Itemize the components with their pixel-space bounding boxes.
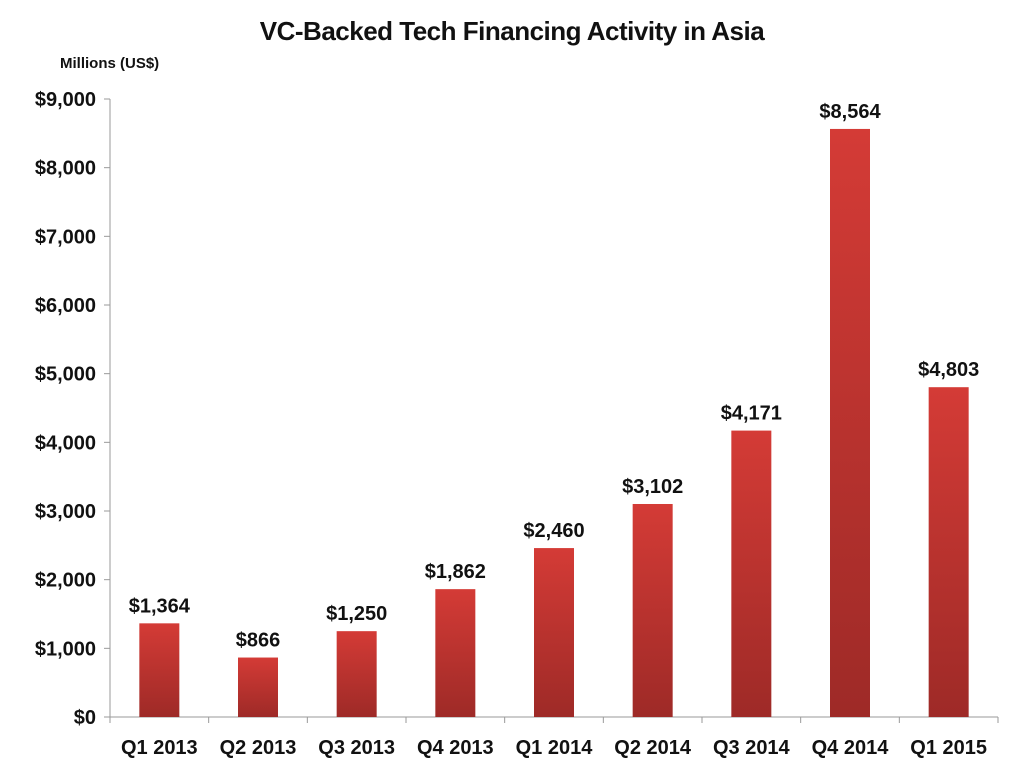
y-tick-label: $8,000 bbox=[35, 158, 96, 180]
y-tick-label: $0 bbox=[74, 707, 96, 729]
x-tick-label: Q1 2015 bbox=[910, 737, 987, 759]
data-label: $1,250 bbox=[326, 603, 387, 625]
y-tick-label: $2,000 bbox=[35, 570, 96, 592]
x-tick-label: Q2 2013 bbox=[220, 737, 297, 759]
x-axis: Q1 2013 Q2 2013 Q3 2013 Q4 2013 Q1 2014 Q2 20… bbox=[109, 716, 999, 759]
x-tick-label: Q1 2014 bbox=[516, 737, 594, 759]
x-tick-label: Q2 2014 bbox=[614, 737, 692, 759]
y-tick-label: $3,000 bbox=[35, 501, 96, 523]
y-tick-label: $7,000 bbox=[35, 226, 96, 248]
y-tick-label: $1,000 bbox=[35, 638, 96, 660]
data-label: $4,171 bbox=[721, 403, 782, 425]
x-tick-label: Q3 2013 bbox=[318, 737, 395, 759]
bar bbox=[830, 128, 870, 717]
unit-label: Millions (US$) bbox=[60, 55, 159, 72]
data-label: $4,803 bbox=[918, 359, 979, 381]
y-tick-label: $5,000 bbox=[35, 364, 96, 386]
x-tick-label: Q1 2013 bbox=[121, 737, 198, 759]
data-label: $3,102 bbox=[622, 476, 683, 498]
x-tick-label: Q4 2014 bbox=[812, 737, 890, 759]
data-label: $1,862 bbox=[425, 561, 486, 583]
y-tick-label: $4,000 bbox=[35, 432, 96, 454]
bar bbox=[139, 623, 180, 717]
data-label: $2,460 bbox=[523, 520, 584, 542]
bars bbox=[139, 128, 969, 717]
x-tick-label: Q3 2014 bbox=[713, 737, 791, 759]
bar bbox=[928, 387, 969, 717]
y-tick-label: $6,000 bbox=[35, 295, 96, 317]
y-axis: $0 $1,000 $2,000 $3,000 $4,000 $5,000 $6,000 $7… bbox=[35, 89, 111, 729]
x-tick-label: Q4 2013 bbox=[417, 737, 494, 759]
bar bbox=[534, 548, 574, 717]
chart-title: VC-Backed Tech Financing Activity in Asi… bbox=[260, 16, 765, 46]
bar bbox=[632, 503, 673, 717]
data-label: $8,564 bbox=[819, 101, 881, 123]
bar bbox=[238, 657, 278, 717]
y-tick-label: $9,000 bbox=[35, 89, 96, 111]
data-label: $866 bbox=[236, 630, 281, 652]
data-label: $1,364 bbox=[129, 595, 191, 617]
bar bbox=[336, 631, 377, 717]
data-labels: $1,364 $866 $1,250 $1,862 $2,460 $3,102 $4,171… bbox=[129, 101, 980, 652]
bar bbox=[435, 589, 476, 717]
bar bbox=[731, 430, 772, 717]
